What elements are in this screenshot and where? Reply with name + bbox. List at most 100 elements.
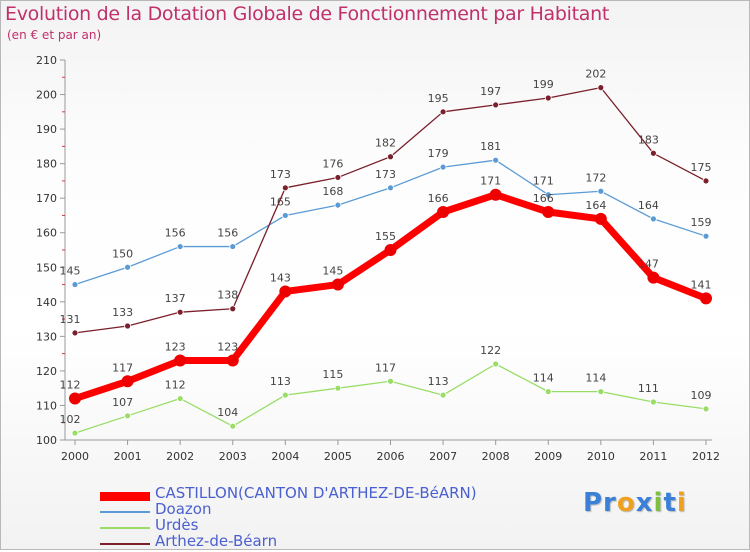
data-label: 164: [585, 199, 606, 212]
legend-swatch: [100, 492, 150, 501]
data-point: [124, 263, 131, 271]
data-point: [597, 187, 605, 195]
data-label: 114: [533, 372, 554, 385]
data-point: [331, 278, 344, 291]
x-tick-label: 2010: [587, 450, 615, 463]
data-point: [334, 174, 342, 181]
chart-title: Evolution de la Dotation Globale de Fonc…: [5, 3, 610, 25]
data-label: 199: [533, 78, 554, 91]
data-point: [702, 405, 710, 413]
data-label: 183: [638, 133, 659, 146]
data-label: 173: [270, 168, 291, 181]
data-point: [437, 206, 450, 218]
legend-swatch: [100, 527, 150, 529]
data-label: 181: [480, 140, 501, 153]
data-label: 168: [322, 185, 343, 198]
data-point: [121, 375, 134, 388]
data-point: [542, 206, 555, 218]
data-label: 138: [217, 289, 238, 302]
data-label: 197: [480, 85, 501, 98]
data-label: 114: [585, 372, 606, 385]
data-point: [597, 84, 605, 92]
data-point: [492, 156, 500, 164]
data-label: 102: [60, 413, 81, 426]
data-label: 113: [270, 375, 291, 388]
data-point: [387, 153, 394, 161]
data-label: 113: [428, 375, 449, 388]
y-tick-label: 130: [36, 330, 57, 343]
y-tick-label: 150: [36, 261, 57, 274]
data-point: [650, 149, 657, 157]
data-point: [492, 360, 500, 368]
data-point: [279, 285, 292, 298]
legend-label: CASTILLON(CANTON D'ARTHEZ-DE-BéARN): [155, 484, 477, 502]
x-tick-label: 2002: [166, 450, 194, 463]
x-tick-label: 2004: [271, 450, 299, 463]
x-tick-label: 2001: [114, 450, 142, 463]
y-tick-label: 100: [36, 434, 57, 447]
data-label: 202: [585, 68, 606, 81]
data-point: [226, 354, 239, 367]
data-point: [384, 244, 397, 256]
x-tick-label: 2005: [324, 450, 352, 463]
data-point: [700, 292, 712, 305]
x-tick-label: 2008: [482, 450, 510, 463]
data-label: 145: [322, 265, 343, 278]
y-tick-label: 200: [36, 89, 57, 102]
data-label: 112: [165, 379, 186, 392]
data-point: [594, 212, 607, 225]
data-point: [334, 201, 342, 209]
logo-letter: x: [635, 488, 654, 518]
data-point: [387, 377, 394, 385]
data-label: 117: [375, 361, 396, 374]
data-label: 156: [217, 227, 238, 240]
data-label: 104: [217, 406, 238, 419]
logo-letter: i: [653, 488, 664, 518]
data-point: [281, 212, 289, 219]
data-point: [702, 177, 710, 185]
data-point: [71, 281, 79, 288]
legend-swatch: [100, 511, 150, 513]
data-label: 166: [428, 192, 449, 205]
data-label: 195: [428, 92, 449, 105]
data-point: [176, 243, 184, 250]
data-label: 133: [112, 306, 133, 319]
data-label: 123: [217, 341, 238, 354]
data-label: 173: [375, 168, 396, 181]
data-label: 147: [638, 258, 659, 271]
data-label: 145: [60, 265, 81, 278]
x-tick-label: 2011: [639, 450, 667, 463]
data-point: [71, 329, 79, 337]
data-label: 159: [691, 216, 712, 229]
data-point: [647, 271, 660, 284]
data-label: 122: [480, 344, 501, 357]
x-tick-label: 2009: [534, 450, 562, 463]
data-point: [439, 108, 447, 116]
data-label: 182: [375, 137, 396, 150]
data-point: [334, 384, 342, 392]
y-tick-label: 120: [36, 365, 57, 378]
legend-swatch: [100, 543, 150, 545]
chart-subtitle: (en € et par an): [7, 28, 102, 42]
data-point: [124, 322, 131, 330]
data-point: [650, 398, 657, 406]
data-point: [439, 163, 447, 171]
data-point: [544, 191, 552, 199]
data-point: [544, 388, 552, 396]
data-label: 112: [60, 379, 81, 392]
data-label: 164: [638, 199, 659, 212]
data-label: 117: [112, 361, 133, 374]
data-label: 171: [533, 175, 554, 188]
logo-letter: t: [663, 488, 677, 518]
data-label: 111: [638, 382, 659, 395]
x-tick-label: 2006: [377, 450, 405, 463]
data-label: 143: [270, 271, 291, 284]
proxiti-logo: Proxiti: [583, 488, 687, 518]
data-point: [174, 354, 187, 367]
data-label: 175: [691, 161, 712, 174]
data-label: 179: [428, 147, 449, 160]
data-label: 137: [165, 292, 186, 305]
data-label: 156: [165, 227, 186, 240]
